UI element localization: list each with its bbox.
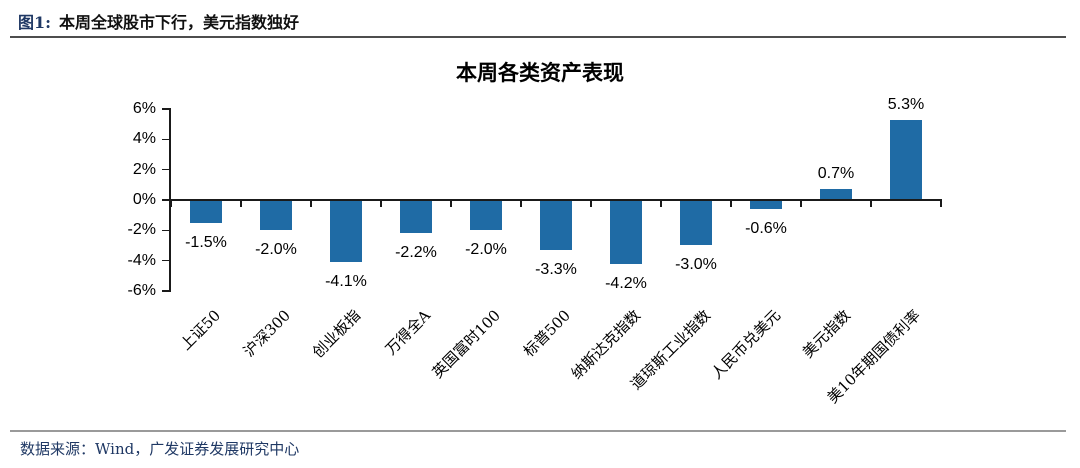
bar [260, 200, 292, 231]
x-axis-tick [450, 201, 452, 207]
x-axis-tick [730, 201, 732, 207]
x-axis-tick [870, 201, 872, 207]
bar-value-label: -0.6% [745, 220, 787, 238]
x-axis-tick [800, 201, 802, 207]
chart-title: 本周各类资产表现 [456, 60, 624, 85]
category-label: 英国富时100 [428, 306, 505, 382]
x-axis-tick [520, 201, 522, 207]
x-axis-tick [310, 201, 312, 207]
bar [190, 200, 222, 223]
y-axis-tick [162, 259, 170, 262]
bar [470, 200, 502, 231]
x-axis-tick [940, 201, 942, 207]
category-label: 人民币兑美元 [707, 306, 785, 383]
y-axis-tick [162, 290, 170, 292]
figure-number: 图1: [18, 13, 52, 32]
x-axis-line [169, 199, 942, 201]
bar [890, 119, 922, 200]
y-axis-tick-label: 6% [132, 100, 156, 118]
bar-value-label: -2.0% [255, 241, 297, 259]
data-source: 数据来源：Wind，广发证券发展研究中心 [20, 440, 300, 458]
y-axis-tick-label: -2% [127, 221, 156, 239]
x-axis-tick [240, 201, 242, 207]
y-axis-tick [162, 138, 170, 141]
bar [540, 200, 572, 250]
bar-value-label: 0.7% [817, 165, 855, 183]
y-axis-tick [162, 199, 170, 201]
bar-value-label: -3.3% [535, 260, 577, 278]
category-label: 道琼斯工业指数 [627, 306, 715, 394]
bar-value-label: -3.0% [675, 256, 717, 274]
y-axis-tick-label: -4% [127, 251, 156, 269]
bar-value-label: -4.1% [325, 273, 367, 291]
footer-divider [10, 430, 1066, 432]
y-axis-tick [162, 168, 170, 171]
bar [820, 189, 852, 200]
bar [610, 200, 642, 264]
y-axis-tick-label: 2% [132, 160, 156, 178]
header-divider [10, 36, 1066, 38]
x-axis-tick [660, 201, 662, 207]
category-label: 美元指数 [798, 306, 855, 362]
bar-value-label: -4.2% [605, 274, 647, 292]
bar-value-label: -2.0% [465, 241, 507, 259]
category-label: 标普500 [519, 306, 575, 361]
bar-value-label: 5.3% [887, 95, 925, 113]
y-axis-tick [162, 229, 170, 232]
x-axis-tick [170, 201, 172, 207]
bar-value-label: -1.5% [185, 233, 227, 251]
x-axis-tick [590, 201, 592, 207]
bar [750, 200, 782, 210]
y-axis-tick-label: -6% [127, 281, 156, 299]
figure-header: 图1: 本周全球股市下行，美元指数独好 [18, 9, 299, 33]
bar [330, 200, 362, 263]
bar-value-label: -2.2% [395, 244, 437, 262]
bar [680, 200, 712, 246]
category-label: 美10年期国债利率 [823, 306, 925, 407]
y-axis-tick-label: 0% [132, 191, 156, 208]
y-axis-tick [162, 108, 170, 110]
category-label: 纳斯达克指数 [567, 306, 645, 383]
y-axis-tick-label: 4% [132, 130, 156, 148]
figure-title: 本周全球股市下行，美元指数独好 [59, 13, 300, 32]
bar [400, 200, 432, 234]
x-axis-tick [380, 201, 382, 207]
